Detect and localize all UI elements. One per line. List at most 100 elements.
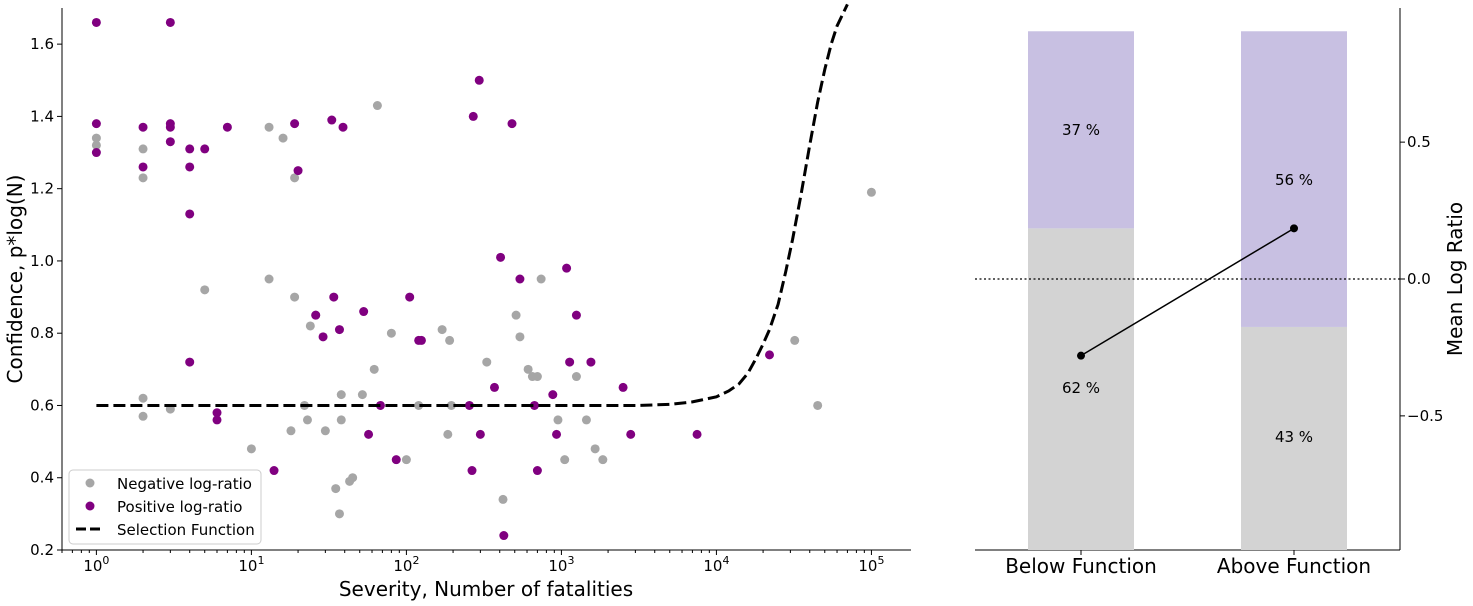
- positive-point: [327, 115, 337, 125]
- mean-point-above-function: [1290, 224, 1298, 233]
- negative-point: [532, 372, 542, 382]
- positive-point: [586, 357, 596, 367]
- positive-point: [618, 382, 628, 392]
- negative-point: [372, 101, 382, 111]
- negative-point: [590, 444, 600, 454]
- y-tick-label: 1.6: [30, 35, 54, 53]
- positive-point: [290, 119, 300, 129]
- positive-point: [468, 111, 478, 121]
- mean-point-below-function: [1077, 351, 1085, 360]
- x-tick-label: 101: [238, 554, 264, 575]
- negative-point: [290, 173, 300, 183]
- positive-point: [416, 335, 426, 345]
- positive-point: [515, 274, 525, 284]
- mean-log-ratio-line: [1080, 227, 1295, 357]
- below-function-upper-percent: 37 %: [1062, 121, 1100, 139]
- x-tick-label: 105: [858, 554, 884, 575]
- bar-y-axis-label: Mean Log Ratio: [1443, 202, 1467, 356]
- x-tick-label: 103: [548, 554, 574, 575]
- bar-below-function-lower: [1028, 228, 1134, 550]
- legend-positive-label: Positive log-ratio: [117, 498, 242, 516]
- positive-point: [364, 429, 374, 439]
- negative-point: [437, 325, 447, 335]
- scatter-x-ticks: 100 101 102 103 104 105: [61, 550, 884, 575]
- negative-point: [200, 285, 210, 295]
- negative-point: [348, 473, 358, 483]
- legend-positive-marker: [85, 501, 95, 511]
- below-function-lower-percent: 62 %: [1062, 379, 1100, 397]
- negative-point: [443, 429, 453, 439]
- positive-point: [311, 310, 321, 320]
- negative-point: [91, 140, 101, 150]
- negative-point: [813, 400, 823, 410]
- positive-point: [571, 310, 581, 320]
- negative-point: [334, 509, 344, 519]
- negative-points: [91, 101, 876, 519]
- positive-point: [489, 382, 499, 392]
- negative-point: [866, 187, 876, 197]
- positive-point: [499, 531, 509, 541]
- positive-points: [91, 17, 775, 541]
- positive-point: [318, 332, 328, 342]
- positive-point: [269, 466, 279, 476]
- negative-point: [369, 364, 379, 374]
- negative-point: [560, 455, 570, 465]
- positive-point: [565, 357, 575, 367]
- scatter-y-ticks: 0.2 0.4 0.6 0.8 1.0 1.2 1.4 1.6: [30, 35, 62, 559]
- negative-point: [598, 455, 608, 465]
- negative-point: [515, 332, 525, 342]
- category-label-below-function: Below Function: [1005, 554, 1157, 578]
- positive-point: [338, 122, 348, 132]
- x-tick-label: 104: [703, 554, 729, 575]
- positive-point: [138, 122, 148, 132]
- bar-above-function-lower: [1241, 326, 1347, 550]
- negative-point: [498, 494, 508, 504]
- positive-point: [185, 209, 195, 219]
- negative-point: [264, 122, 274, 132]
- positive-point: [467, 466, 477, 476]
- legend-negative-label: Negative log-ratio: [117, 475, 252, 493]
- y-tick-label: 0.4: [30, 469, 54, 487]
- negative-point: [138, 144, 148, 154]
- positive-point: [552, 429, 562, 439]
- positive-point: [532, 466, 542, 476]
- negative-point: [511, 310, 521, 320]
- negative-point: [357, 390, 367, 400]
- positive-point: [405, 292, 415, 302]
- positive-point: [692, 429, 702, 439]
- positive-point: [91, 17, 101, 27]
- negative-point: [401, 455, 411, 465]
- positive-point: [507, 119, 517, 129]
- negative-point: [138, 411, 148, 421]
- bar-below-function-upper: [1028, 31, 1134, 229]
- positive-point: [359, 307, 369, 317]
- negative-point: [445, 335, 455, 345]
- negative-point: [790, 335, 800, 345]
- positive-point: [91, 148, 101, 158]
- positive-point: [334, 325, 344, 335]
- negative-point: [320, 426, 330, 436]
- bar-above-function-upper: [1241, 31, 1347, 327]
- legend: Negative log-ratio Positive log-ratio Se…: [68, 469, 262, 545]
- negative-point: [523, 364, 533, 374]
- negative-point: [336, 415, 346, 425]
- negative-point: [336, 390, 346, 400]
- positive-point: [765, 350, 775, 360]
- positive-point: [529, 400, 539, 410]
- above-function-lower-percent: 43 %: [1275, 428, 1313, 446]
- positive-point: [329, 292, 339, 302]
- negative-point: [138, 393, 148, 403]
- negative-point: [246, 444, 256, 454]
- positive-point: [165, 122, 175, 132]
- y-tick-label: 1.0: [30, 252, 54, 270]
- positive-point: [138, 162, 148, 172]
- legend-frame: [68, 469, 262, 545]
- scatter-chart: 0.2 0.4 0.6 0.8 1.0 1.2 1.4 1.6 100 101 102 103 104…: [3, 3, 911, 601]
- negative-point: [331, 484, 341, 494]
- negative-point: [302, 415, 312, 425]
- positive-point: [212, 408, 222, 418]
- positive-point: [222, 122, 232, 132]
- positive-point: [475, 429, 485, 439]
- positive-point: [185, 357, 195, 367]
- positive-point: [496, 252, 506, 262]
